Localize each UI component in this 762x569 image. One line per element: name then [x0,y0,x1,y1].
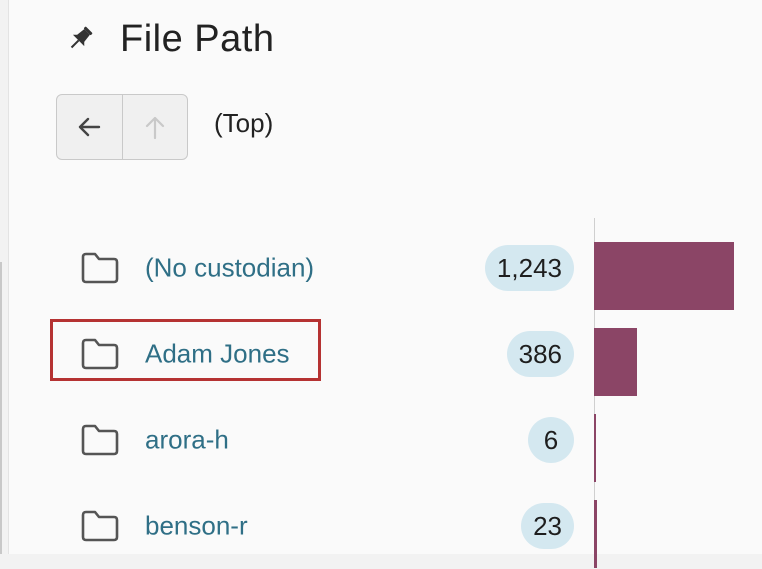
arrow-left-icon [79,117,101,137]
list-item[interactable]: benson-r 23 [0,483,762,569]
folder-name-link[interactable]: (No custodian) [145,252,315,283]
arrow-up-icon [145,116,164,140]
current-location: (Top) [214,108,274,138]
folder-icon [81,510,119,542]
list-item[interactable]: arora-h 6 [0,397,762,483]
folder-icon [81,424,119,456]
panel-header: File Path [64,14,274,64]
count-bar[interactable] [594,242,734,310]
count-badge: 1,243 [484,245,574,291]
folder-name-link[interactable]: benson-r [145,510,248,541]
list-item[interactable]: (No custodian) 1,243 [0,225,762,311]
folder-icon [81,338,119,370]
up-button[interactable] [121,95,188,159]
folder-icon [81,252,119,284]
selection-highlight [50,319,321,381]
count-badge: 6 [528,417,574,463]
count-bar[interactable] [594,500,597,568]
list-item[interactable]: Adam Jones 386 [0,311,762,397]
count-badge: 386 [506,331,574,377]
panel-title: File Path [120,17,275,60]
panel-divider [0,262,2,554]
back-button[interactable] [57,95,122,159]
folder-name-link[interactable]: arora-h [145,424,229,455]
pin-icon[interactable] [64,23,96,55]
count-badge: 23 [521,503,574,549]
folder-name-link[interactable]: Adam Jones [145,338,290,369]
count-bar[interactable] [594,328,638,396]
count-bar[interactable] [594,414,596,482]
navigation-buttons [56,94,188,160]
